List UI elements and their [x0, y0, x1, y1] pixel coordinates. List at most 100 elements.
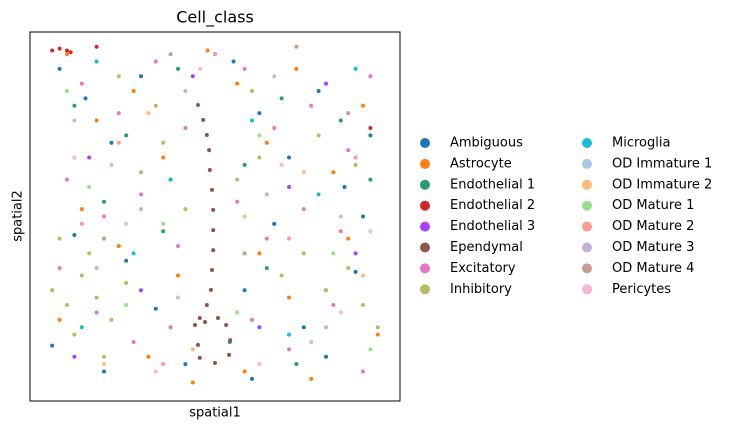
point [57, 317, 62, 322]
point [368, 125, 373, 130]
point [353, 162, 358, 167]
legend-label: OD Immature 1 [612, 156, 712, 171]
point [346, 236, 351, 241]
point [264, 236, 269, 241]
point [324, 81, 328, 86]
legend-marker [582, 242, 592, 253]
point [201, 117, 206, 122]
point [346, 148, 351, 153]
legend-label: Endothelial 2 [450, 198, 535, 213]
legend-label: Astrocyte [450, 156, 512, 171]
point [68, 50, 73, 55]
point [361, 369, 365, 374]
point [368, 74, 373, 79]
point [65, 89, 69, 94]
point [153, 59, 158, 64]
point [131, 251, 136, 256]
point [242, 288, 247, 293]
point [250, 376, 254, 381]
legend-marker [420, 284, 430, 295]
point [353, 269, 358, 274]
point [331, 170, 336, 175]
legend-marker [582, 284, 592, 295]
point [279, 162, 284, 167]
point [342, 184, 347, 189]
point [124, 221, 129, 226]
legend-label: Endothelial 3 [450, 219, 535, 234]
point [131, 89, 136, 94]
point [294, 66, 299, 71]
point [116, 74, 121, 79]
point [146, 354, 151, 359]
point [346, 266, 351, 271]
point [65, 48, 69, 53]
legend-marker [582, 221, 592, 232]
legend-label: OD Mature 2 [612, 219, 694, 234]
point [193, 322, 198, 327]
point [257, 325, 262, 330]
legend-marker [420, 242, 430, 253]
point [87, 251, 92, 256]
point [168, 52, 173, 57]
legend-marker [420, 263, 430, 274]
point [353, 66, 358, 71]
point [250, 118, 254, 123]
point [361, 214, 365, 219]
point [116, 111, 121, 116]
point [324, 325, 328, 330]
point [368, 133, 373, 138]
point [242, 162, 247, 167]
point [190, 74, 195, 79]
point [272, 221, 277, 226]
point [72, 354, 77, 359]
point [231, 59, 236, 64]
point [338, 214, 343, 219]
point [338, 229, 343, 234]
legend-marker [420, 200, 430, 211]
point [94, 295, 99, 300]
point [161, 221, 166, 226]
legend-label: OD Mature 3 [612, 240, 694, 255]
point [287, 295, 291, 300]
point [211, 207, 216, 212]
point [257, 155, 262, 160]
point [57, 236, 62, 241]
point [197, 355, 202, 360]
point [79, 273, 84, 278]
point [102, 369, 106, 374]
point [272, 74, 277, 79]
point [224, 322, 229, 327]
point [301, 325, 306, 330]
point [72, 232, 77, 237]
point [264, 266, 269, 271]
point [207, 148, 212, 153]
point [102, 199, 106, 204]
point [294, 44, 299, 49]
point [176, 244, 180, 249]
point [139, 192, 143, 197]
point [57, 266, 62, 271]
point [207, 168, 212, 173]
point [210, 268, 215, 273]
legend-marker [582, 263, 592, 274]
point [309, 339, 314, 344]
chart-title: Cell_class [176, 8, 254, 28]
point [272, 125, 277, 130]
point [102, 354, 106, 359]
point [205, 48, 210, 53]
point [279, 96, 284, 101]
point [109, 140, 114, 145]
point [198, 66, 203, 71]
point [139, 74, 143, 79]
points [50, 44, 380, 385]
point [346, 111, 351, 116]
point [87, 155, 92, 160]
point [368, 177, 373, 182]
legend-label: OD Mature 1 [612, 198, 694, 213]
point [94, 59, 99, 64]
point [353, 251, 358, 256]
point [309, 103, 314, 108]
point [257, 362, 262, 367]
point [215, 315, 220, 320]
